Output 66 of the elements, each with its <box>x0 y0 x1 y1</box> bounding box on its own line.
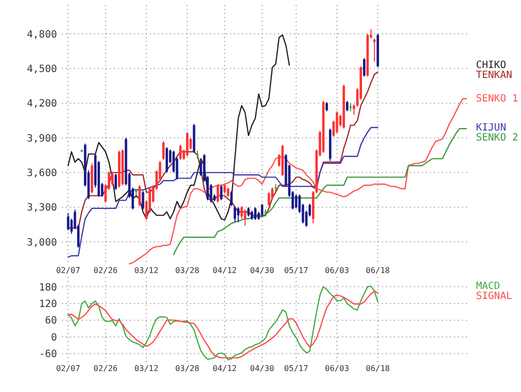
x-tick-label: 03/28 <box>175 364 200 373</box>
line-series <box>68 126 378 258</box>
candlestick <box>111 172 114 186</box>
text: TENKAN <box>476 70 512 82</box>
line-series <box>173 128 467 256</box>
x-tick-label: 06/18 <box>366 266 390 275</box>
text: SIGNAL <box>476 291 512 302</box>
candlestick <box>66 212 70 231</box>
y-tick-label: 60 <box>44 316 57 327</box>
text: MACD <box>476 281 500 292</box>
line-series <box>68 34 290 221</box>
x-tick-label: 03/12 <box>134 364 159 373</box>
candlestick <box>260 203 264 217</box>
x-tick-label: 06/18 <box>366 364 390 373</box>
series-label: SENKO 1 <box>476 94 518 105</box>
candlestick <box>223 184 226 194</box>
candlestick <box>250 210 254 220</box>
y-tick-label: 3,300 <box>26 202 57 214</box>
candlestick <box>268 192 270 207</box>
y-tick-label: 180 <box>38 282 57 294</box>
y-tick-label: 3,600 <box>26 168 57 180</box>
text: CHIKO <box>476 60 506 72</box>
x-tick-label: 06/03 <box>324 364 350 373</box>
candlestick <box>346 100 348 112</box>
candlestick <box>186 132 188 157</box>
y-tick-label: 4,500 <box>26 64 57 76</box>
x-tick-label: 05/17 <box>284 266 308 275</box>
x-tick-label: 05/17 <box>284 364 308 373</box>
candlestick <box>244 209 246 226</box>
x-tick-label: 02/07 <box>56 364 80 373</box>
candlestick <box>363 58 366 78</box>
x-tick-label: 02/26 <box>94 266 118 275</box>
series-label: SENKO 2 <box>476 132 518 144</box>
y-tick-label: 3,900 <box>26 133 57 144</box>
candlestick <box>237 206 240 223</box>
text: KIJUN <box>476 122 506 134</box>
candlestick <box>138 184 141 207</box>
y-tick-label: 4,200 <box>26 98 57 110</box>
x-tick-label: 04/30 <box>250 364 274 373</box>
x-tick-label: 04/12 <box>212 266 237 275</box>
candlestick <box>162 140 165 160</box>
candlestick <box>349 102 352 112</box>
candlestick <box>114 173 117 190</box>
candlestick <box>234 206 236 223</box>
y-tick-label: 0 <box>50 332 57 344</box>
x-tick-label: 04/30 <box>250 266 274 275</box>
y-tick-label: 4,800 <box>26 29 57 40</box>
y-tick-label: 3,000 <box>26 237 57 248</box>
x-tick-label: 03/28 <box>175 266 200 275</box>
x-tick-label: 04/12 <box>212 364 237 373</box>
candlestick <box>373 38 376 62</box>
x-tick-label: 03/12 <box>134 266 159 275</box>
candlestick <box>326 102 328 112</box>
candlestick <box>254 206 256 220</box>
x-tick-label: 02/07 <box>56 266 80 275</box>
candlestick <box>179 144 182 160</box>
x-tick-label: 06/03 <box>324 266 350 275</box>
line-series <box>128 98 467 264</box>
x-tick-label: 02/26 <box>94 364 118 373</box>
y-tick-label: 120 <box>38 298 57 310</box>
y-tick-label: -60 <box>38 349 57 360</box>
candlestick <box>294 194 298 209</box>
candlestick <box>226 187 230 198</box>
candlestick <box>220 184 222 201</box>
candlestick <box>166 146 168 174</box>
candlestick <box>216 184 220 204</box>
